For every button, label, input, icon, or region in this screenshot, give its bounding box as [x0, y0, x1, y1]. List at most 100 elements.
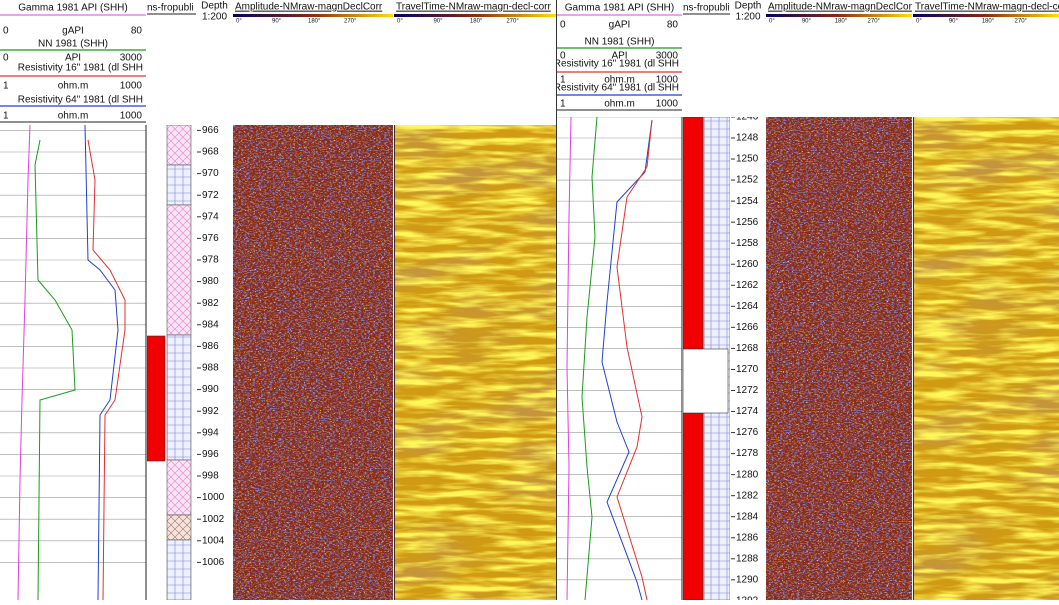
depth-label: 974: [202, 211, 219, 222]
depth-label: 980: [202, 276, 219, 287]
depth-label: 1276: [736, 427, 759, 438]
depth-label: 998: [202, 471, 219, 482]
depth-label: 992: [202, 406, 219, 417]
depth-label: 1248: [736, 133, 759, 144]
scale-tick: 90°: [802, 19, 812, 25]
depth-title: Depth: [735, 1, 762, 12]
scale-tick: 0°: [916, 19, 922, 25]
scale-max: 1000: [120, 111, 143, 122]
depth-label: 1288: [736, 553, 759, 564]
depth-label: 1270: [736, 364, 759, 375]
lithology-track: [147, 125, 196, 600]
depth-label: 1274: [736, 406, 759, 417]
amplitude-image: [766, 117, 912, 600]
image-title: TravelTime-NMraw-magn-decl-corr: [396, 2, 551, 13]
image-noise: [394, 125, 556, 600]
curve-track: [0, 125, 146, 600]
scale-tick: 0°: [769, 19, 775, 25]
scale-tick: 270°: [506, 19, 519, 25]
depth-label: 976: [202, 233, 219, 244]
curve-track: [557, 117, 682, 600]
depth-label: 1278: [736, 448, 759, 459]
scale-min: 0: [3, 26, 9, 37]
scale-min: 0: [3, 53, 9, 64]
depth-label: 1246: [736, 112, 759, 123]
scale-tick: 270°: [868, 19, 881, 25]
scale-tick: 180°: [835, 19, 848, 25]
scale-unit: gAPI: [609, 20, 631, 31]
depth-label: 968: [202, 147, 219, 158]
scale-tick: 90°: [272, 19, 282, 25]
curve-name: NN 1981 (SHH): [38, 39, 108, 50]
scale-tick: 270°: [344, 19, 357, 25]
scale-unit: gAPI: [62, 26, 84, 37]
depth-label: 1284: [736, 511, 759, 522]
curve-name: Resistivity 64" 1981 (dl SHH: [554, 83, 679, 94]
image-title: Amplitude-NMraw-magnDeclCorr: [768, 2, 916, 13]
depth-label: 1282: [736, 490, 759, 501]
track-bg: [731, 117, 765, 600]
image-header: TravelTime-NMraw-magn-decl-corr0°90°180°…: [913, 2, 1059, 25]
scale-max: 80: [131, 26, 143, 37]
scale-unit: ohm.m: [604, 99, 635, 110]
image-title: TravelTime-NMraw-magn-decl-corr: [915, 2, 1059, 13]
depth-label: 1254: [736, 196, 759, 207]
lithology-bed: [167, 515, 191, 540]
depth-label: 1292: [736, 596, 759, 600]
lithology-track: [683, 117, 730, 600]
scale-tick: 90°: [949, 19, 959, 25]
depth-label: 1262: [736, 280, 759, 291]
scale-unit: ohm.m: [58, 81, 89, 92]
lithology-flag: [683, 413, 703, 600]
lithology-bed: [167, 540, 191, 600]
lithology-bed: [167, 460, 191, 515]
track-bg: [0, 125, 146, 600]
depth-scale: 1:200: [735, 12, 760, 23]
image-title: Amplitude-NMraw-magnDeclCorr: [235, 2, 383, 13]
depth-label: 1272: [736, 385, 759, 396]
lithology-gap: [683, 349, 728, 413]
scale-min: 1: [560, 99, 566, 110]
curve-name: NN 1981 (SHH): [584, 37, 654, 48]
scale-tick: 0°: [397, 19, 403, 25]
scale-min: 1: [3, 81, 9, 92]
scale-tick: 270°: [1015, 19, 1028, 25]
depth-label: 982: [202, 298, 219, 309]
depth-label: 1260: [736, 259, 759, 270]
depth-label: 966: [202, 125, 219, 136]
scale-tick: 0°: [236, 19, 242, 25]
lithology-header: ns-fropubli: [147, 3, 196, 14]
curve-name: Resistivity 16" 1981 (dl SHH: [18, 63, 143, 74]
depth-label: 990: [202, 384, 219, 395]
image-header: TravelTime-NMraw-magn-decl-corr0°90°180°…: [394, 2, 556, 25]
depth-label: 988: [202, 363, 219, 374]
image-noise: [233, 125, 393, 600]
scale-unit: ohm.m: [58, 111, 89, 122]
depth-label: 984: [202, 319, 219, 330]
depth-label: 1280: [736, 469, 759, 480]
scale-tick: 180°: [308, 19, 321, 25]
scale-min: 1: [3, 111, 9, 122]
amplitude-image: [233, 125, 393, 600]
depth-label: 1264: [736, 301, 759, 312]
curve-name: Resistivity 16" 1981 (dl SHH: [554, 59, 679, 70]
depth-label: 1004: [202, 535, 225, 546]
depth-label: 986: [202, 341, 219, 352]
scale-max: 1000: [656, 99, 679, 110]
lithology-flag: [683, 117, 703, 349]
depth-scale: 1:200: [202, 12, 227, 23]
depth-label: 972: [202, 190, 219, 201]
depth-label: 1266: [736, 322, 759, 333]
lithology-bed: [167, 125, 191, 165]
scale-max: 80: [667, 20, 679, 31]
lithology-title: ns-fropubli: [683, 3, 730, 14]
depth-label: 1268: [736, 343, 759, 354]
depth-label: 1258: [736, 238, 759, 249]
lithology-bed: [167, 335, 191, 460]
traveltime-image: [913, 117, 1059, 600]
depth-label: 1006: [202, 557, 225, 568]
